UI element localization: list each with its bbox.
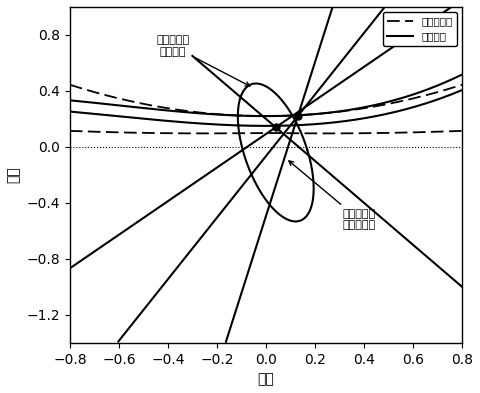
X-axis label: 电阻: 电阻	[258, 372, 275, 386]
Text: 失步中心外
推出机群: 失步中心外 推出机群	[156, 35, 250, 86]
Text: 失步中心侵
入机群内部: 失步中心侵 入机群内部	[289, 161, 376, 230]
Legend: 未采取指施, 采取指施: 未采取指施, 采取指施	[383, 12, 457, 46]
Y-axis label: 电抗: 电抗	[7, 167, 21, 183]
